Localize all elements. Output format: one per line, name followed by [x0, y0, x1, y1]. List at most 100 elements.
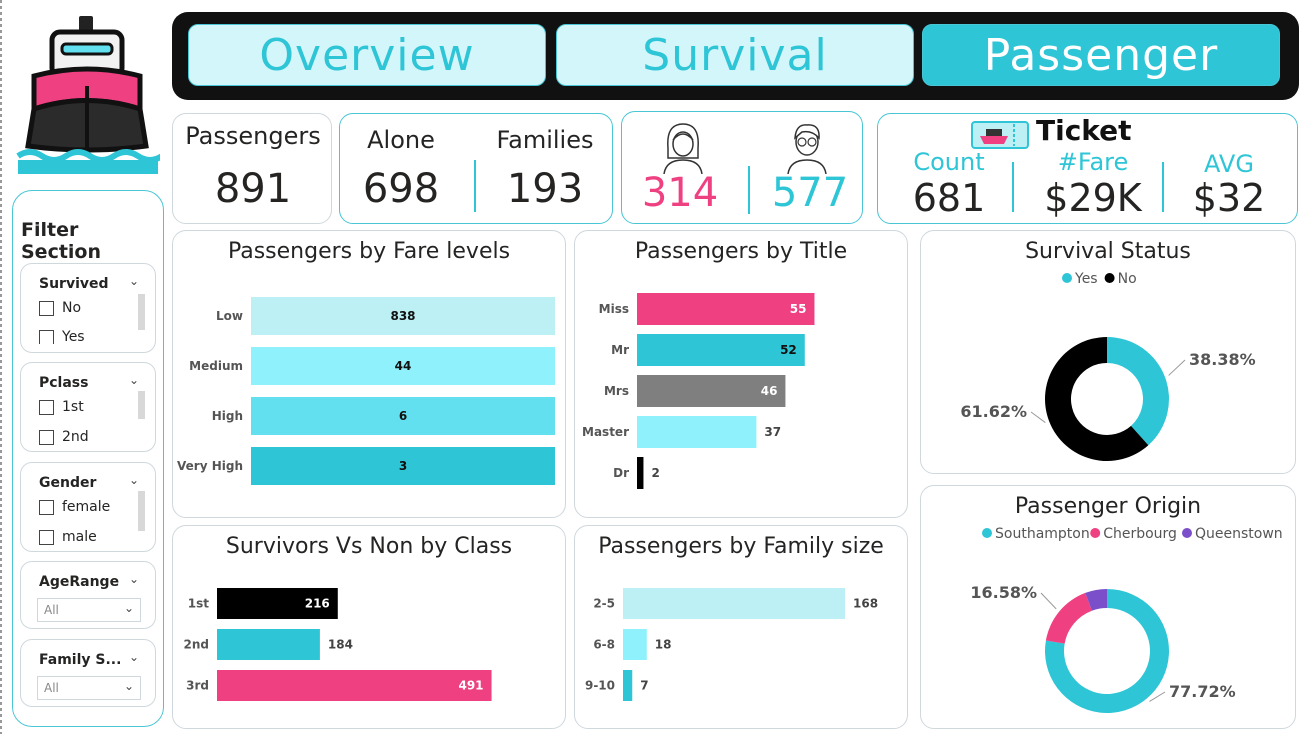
kpi-ticket-card: Ticket Count 681 #Fare $29K AVG $32 [877, 113, 1298, 224]
legend-label: Queenstown [1195, 526, 1283, 542]
data-label: 52 [780, 343, 797, 357]
familysize-dropdown[interactable]: All ⌄ [37, 676, 141, 700]
slice [1107, 337, 1169, 446]
option-label: male [62, 529, 97, 545]
legend-marker [1090, 528, 1101, 538]
chart-origin-svg: Southampton Cherbourg Queenstown 77.72% 16.5… [970, 526, 1283, 713]
tab-overview[interactable]: Overview [188, 24, 546, 86]
data-label: 16.58% [970, 583, 1037, 602]
legend-marker [982, 528, 992, 538]
chevron-down-icon[interactable]: ⌄ [128, 650, 139, 664]
chevron-down-icon[interactable]: ⌄ [128, 473, 139, 487]
chart-survival-card: Survival Status Yes No 38.38% 61.62% [920, 230, 1296, 474]
legend-label: No [1118, 271, 1137, 287]
option-label: 2nd [62, 429, 89, 445]
legend-marker [1062, 273, 1072, 283]
ticket-divider [1012, 162, 1014, 212]
data-label: 491 [458, 679, 483, 693]
tick-label: Mrs [604, 384, 629, 398]
bar [217, 629, 320, 660]
leader-line [1030, 411, 1046, 423]
bar [637, 457, 644, 489]
kpi-alone-families-card: Alone 698 Families 193 [339, 113, 613, 224]
data-label: 184 [328, 638, 353, 652]
slice [1085, 589, 1107, 611]
legend-label: Yes [1074, 271, 1098, 287]
tab-survival[interactable]: Survival [556, 24, 914, 86]
bar [217, 588, 338, 619]
chart-class-card: Survivors Vs Non by Class 1st 216 2nd 184 3r… [172, 525, 566, 729]
kpi-divider [474, 160, 476, 212]
option-label: female [62, 499, 111, 515]
tick-label: Dr [613, 466, 629, 480]
data-label: 55 [790, 302, 807, 316]
chart-family-card: Passengers by Family size 2-5 168 6-8 18 9-1… [574, 525, 908, 729]
woman-avatar-icon [658, 118, 708, 175]
bar [623, 670, 633, 701]
scrollbar[interactable] [138, 391, 145, 419]
data-label: 168 [853, 597, 878, 611]
slicer-pclass-title: Pclass [39, 375, 89, 391]
tick-label: 2-5 [593, 597, 615, 611]
dropdown-value: All [44, 681, 59, 695]
bar [217, 670, 492, 701]
slicer-option[interactable]: female [39, 499, 110, 515]
tick-label: Master [582, 425, 629, 439]
tick-label: 9-10 [585, 679, 615, 693]
slicer-option[interactable]: male [39, 529, 97, 545]
checkbox[interactable] [39, 300, 54, 316]
chart-origin-card: Passenger Origin Southampton Cherbourg Que… [920, 485, 1296, 729]
chart-fare-card: Passengers by Fare levels Low 838 Medium 44… [172, 230, 566, 518]
tab-passenger[interactable]: Passenger [922, 24, 1280, 86]
data-label: 7 [640, 679, 648, 693]
slicer-option[interactable]: No [39, 300, 81, 316]
ticket-title: Ticket [1036, 114, 1132, 147]
slicer-option[interactable]: 2nd [39, 429, 89, 445]
kpi-male-value: 577 [771, 170, 849, 216]
filter-title: Filter Section [21, 219, 102, 263]
scrollbar[interactable] [138, 294, 145, 330]
chevron-down-icon[interactable]: ⌄ [128, 274, 139, 288]
slicer-survived-title: Survived [39, 276, 109, 292]
data-label: 18 [655, 638, 672, 652]
ticket-avg-label: AVG [1204, 150, 1254, 178]
slicer-option[interactable]: Yes [39, 330, 85, 344]
kpi-gender-card: 314 577 [621, 111, 863, 224]
chart-survival-svg: Yes No 38.38% 61.62% [960, 271, 1256, 461]
checkbox[interactable] [39, 429, 54, 445]
chevron-down-icon[interactable]: ⌄ [128, 572, 139, 586]
dropdown-value: All [44, 603, 59, 617]
chevron-down-icon[interactable]: ⌄ [128, 373, 139, 387]
bar [637, 416, 757, 448]
slicer-familysize-title: Family S... [39, 652, 122, 668]
ticket-fare-value: $29K [1044, 176, 1142, 220]
data-label: 2 [651, 466, 659, 480]
slicer-option[interactable]: 1st [39, 399, 84, 415]
agerange-dropdown[interactable]: All ⌄ [37, 598, 141, 622]
chart-fare-svg: Low 838 Medium 44 High 6 Very High 3 [177, 297, 555, 485]
tick-label: Low [216, 309, 243, 323]
slice [1045, 589, 1169, 713]
bar [637, 293, 815, 325]
kpi-female-value: 314 [641, 170, 719, 216]
kpi-passengers-value: 891 [214, 166, 292, 212]
checkbox[interactable] [39, 399, 54, 415]
chevron-down-icon: ⌄ [123, 601, 134, 615]
data-label: 37 [764, 425, 781, 439]
checkbox[interactable] [39, 529, 54, 545]
chart-class-title: Survivors Vs Non by Class [225, 534, 513, 559]
checkbox[interactable] [39, 330, 54, 344]
tick-label: 1st [188, 597, 209, 611]
tick-label: Very High [177, 459, 243, 473]
chart-class-svg: 1st 216 2nd 184 3rd 491 [184, 588, 492, 701]
man-avatar-icon [782, 118, 832, 175]
tick-label: High [212, 409, 243, 423]
option-label: 1st [62, 399, 84, 415]
slicer-pclass: Pclass ⌄ 1st 2nd [20, 362, 156, 452]
scrollbar[interactable] [138, 491, 145, 531]
chart-family-title: Passengers by Family size [598, 534, 884, 559]
chart-origin-title: Passenger Origin [1014, 494, 1202, 519]
legend-label: Southampton [995, 526, 1090, 542]
checkbox[interactable] [39, 499, 54, 515]
kpi-passengers-card: Passengers 891 [172, 113, 332, 224]
